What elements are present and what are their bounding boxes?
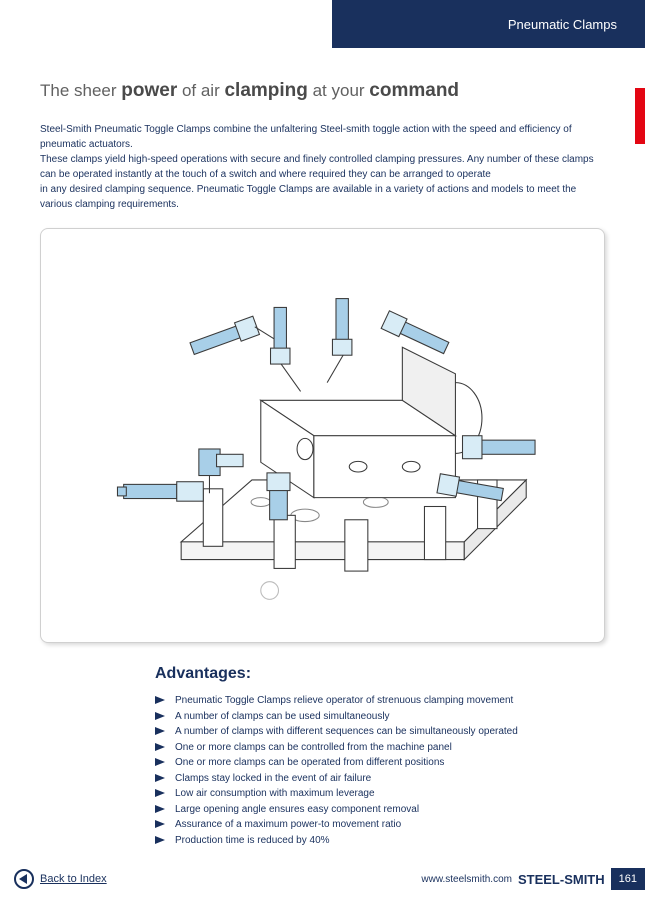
page-number: 161 [611, 868, 645, 890]
advantage-item: Production time is reduced by 40% [155, 833, 605, 849]
clamp-assembly-illustration [75, 254, 570, 617]
back-to-index-link[interactable]: Back to Index [14, 869, 107, 889]
back-link-label: Back to Index [40, 873, 107, 885]
advantages-section: Advantages: Pneumatic Toggle Clamps reli… [155, 665, 605, 848]
headline-part: of air [177, 81, 224, 100]
headline-bold: clamping [224, 80, 307, 101]
product-diagram [40, 228, 605, 643]
headline-bold: command [369, 80, 459, 101]
intro-paragraph: Steel-Smith Pneumatic Toggle Clamps comb… [40, 122, 605, 212]
advantage-item: Pneumatic Toggle Clamps relieve operator… [155, 693, 605, 709]
brand-name: STEEL-SMITH [518, 872, 605, 887]
advantage-item: Large opening angle ensures easy compone… [155, 802, 605, 818]
advantage-item: A number of clamps can be used simultane… [155, 709, 605, 725]
advantages-title: Advantages: [155, 665, 605, 683]
advantage-item: One or more clamps can be operated from … [155, 755, 605, 771]
section-title: Pneumatic Clamps [508, 17, 617, 32]
advantage-item: Clamps stay locked in the event of air f… [155, 771, 605, 787]
advantage-item: Assurance of a maximum power-to movement… [155, 817, 605, 833]
headline-part: The sheer [40, 81, 121, 100]
headline-part: at your [308, 81, 369, 100]
advantage-item: A number of clamps with different sequen… [155, 724, 605, 740]
advantages-list: Pneumatic Toggle Clamps relieve operator… [155, 693, 605, 848]
red-tab-marker [635, 88, 645, 144]
back-arrow-icon [14, 869, 34, 889]
headline-bold: power [121, 80, 177, 101]
footer-right: www.steelsmith.com STEEL-SMITH 161 [421, 868, 645, 890]
site-url: www.steelsmith.com [421, 874, 512, 885]
advantage-item: One or more clamps can be controlled fro… [155, 740, 605, 756]
page-footer: Back to Index www.steelsmith.com STEEL-S… [0, 868, 645, 890]
header-banner: Pneumatic Clamps [332, 0, 645, 48]
page-headline: The sheer power of air clamping at your … [40, 80, 605, 102]
advantage-item: Low air consumption with maximum leverag… [155, 786, 605, 802]
